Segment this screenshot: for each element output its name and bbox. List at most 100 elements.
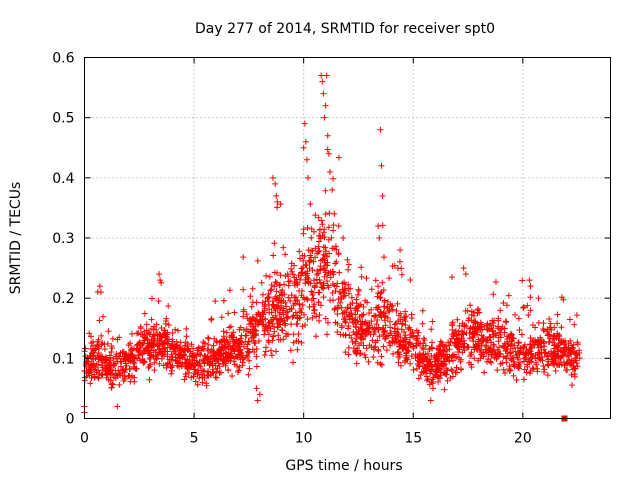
data-point <box>116 381 123 388</box>
data-point <box>151 359 158 366</box>
data-point <box>341 279 348 286</box>
data-point <box>226 287 233 294</box>
data-point <box>352 338 359 345</box>
data-point <box>376 333 383 340</box>
data-point <box>370 354 377 361</box>
data-point <box>490 341 497 348</box>
data-point <box>527 368 534 375</box>
data-point <box>279 292 286 299</box>
data-point <box>147 361 154 368</box>
data-point <box>476 344 483 351</box>
data-point <box>387 330 394 337</box>
data-point <box>477 349 484 356</box>
x-tick-label: 15 <box>404 431 422 447</box>
data-point <box>393 307 400 314</box>
data-point <box>214 349 221 356</box>
data-point <box>520 376 527 383</box>
data-point <box>255 309 262 316</box>
data-point <box>298 288 305 295</box>
data-point <box>122 360 129 367</box>
data-point <box>397 310 404 317</box>
data-point <box>283 314 290 321</box>
data-point <box>376 311 383 318</box>
data-point <box>199 379 206 386</box>
data-point <box>126 372 133 379</box>
data-point <box>271 240 278 247</box>
data-point <box>372 277 379 284</box>
data-point <box>568 371 575 378</box>
data-point <box>335 296 342 303</box>
data-point <box>172 326 179 333</box>
data-point <box>386 275 393 282</box>
data-point <box>569 366 576 373</box>
data-point <box>353 360 360 367</box>
data-point <box>280 244 287 251</box>
data-point <box>408 315 415 322</box>
data-point <box>345 290 352 297</box>
data-point <box>273 192 280 199</box>
data-point <box>277 281 284 288</box>
data-point <box>520 304 527 311</box>
data-point <box>252 327 259 334</box>
data-point <box>354 347 361 354</box>
data-point <box>253 353 260 360</box>
data-point <box>95 355 102 362</box>
data-point <box>199 343 206 350</box>
data-point <box>205 335 212 342</box>
data-point <box>219 337 226 344</box>
data-point <box>576 350 583 357</box>
data-point <box>369 337 376 344</box>
data-point <box>219 343 226 350</box>
data-point <box>320 294 327 301</box>
data-point <box>172 345 179 352</box>
data-point <box>225 343 232 350</box>
data-point <box>170 346 177 353</box>
data-point <box>379 192 386 199</box>
data-point <box>546 316 553 323</box>
data-point <box>394 300 401 307</box>
data-point <box>121 355 128 362</box>
data-point <box>568 342 575 349</box>
data-point <box>448 274 455 281</box>
data-point <box>523 369 530 376</box>
data-point <box>378 162 385 169</box>
data-point <box>461 323 468 330</box>
data-point <box>315 238 322 245</box>
data-point <box>290 312 297 319</box>
data-point <box>427 370 434 377</box>
data-point <box>460 337 467 344</box>
data-point <box>566 356 573 363</box>
x-tick-label: 20 <box>514 431 532 447</box>
data-point <box>456 322 463 329</box>
data-point <box>194 381 201 388</box>
data-point <box>389 338 396 345</box>
data-point <box>273 288 280 295</box>
data-point <box>401 316 408 323</box>
data-point <box>213 374 220 381</box>
data-point <box>415 375 422 382</box>
data-point <box>201 340 208 347</box>
data-point <box>270 333 277 340</box>
data-point <box>316 311 323 318</box>
data-point <box>315 299 322 306</box>
data-point <box>550 358 557 365</box>
data-point <box>324 146 331 153</box>
data-point <box>449 373 456 380</box>
data-point <box>308 234 315 241</box>
data-point <box>279 327 286 334</box>
data-point <box>490 291 497 298</box>
data-point <box>382 312 389 319</box>
data-point <box>133 345 140 352</box>
data-point <box>360 303 367 310</box>
data-point <box>533 359 540 366</box>
data-point <box>437 347 444 354</box>
data-point <box>394 265 401 272</box>
data-point <box>311 277 318 284</box>
data-point <box>307 252 314 259</box>
data-point <box>212 298 219 305</box>
data-point <box>503 302 510 309</box>
data-point <box>330 227 337 234</box>
data-point <box>192 378 199 385</box>
data-point <box>315 243 322 250</box>
data-point <box>434 363 441 370</box>
